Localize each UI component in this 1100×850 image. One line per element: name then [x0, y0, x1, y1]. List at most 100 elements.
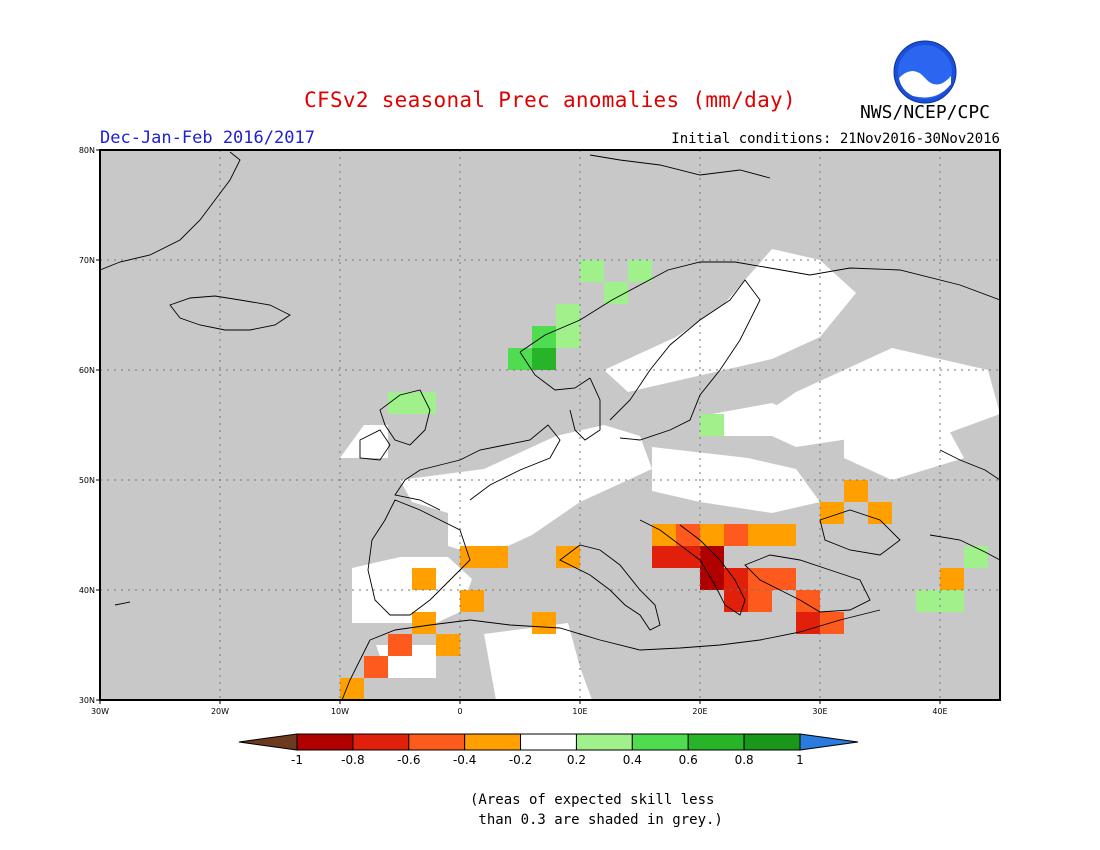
anomaly-cell: [772, 524, 796, 546]
coastlines: [100, 151, 1000, 700]
lon-tick-label: 20E: [692, 707, 707, 716]
anomaly-cell: [676, 524, 700, 546]
colorbar-segment: [687, 733, 745, 751]
colorbar-legend: -1 -0.8 -0.6 -0.4 -0.2 0.2 0.4 0.6 0.8 1: [238, 733, 859, 767]
anomaly-cell: [412, 392, 436, 414]
white-region-8: [748, 348, 1000, 447]
anomaly-cell: [916, 590, 940, 612]
anomaly-cell: [652, 546, 676, 568]
anomaly-cell: [556, 326, 580, 348]
anomaly-cell: [748, 524, 772, 546]
anomaly-cell: [676, 546, 700, 568]
anomaly-cell: [556, 546, 580, 568]
anomaly-cell: [700, 414, 724, 436]
colorbar-tick-label: -0.8: [341, 753, 364, 767]
footnote-line-2: than 0.3 are shaded in grey.): [470, 812, 723, 828]
anomaly-cell: [508, 348, 532, 370]
anomaly-cell: [388, 392, 412, 414]
lat-tick-label: 30N: [79, 696, 95, 705]
anomaly-cell: [700, 568, 724, 590]
colorbar-tick-label: -0.4: [453, 753, 476, 767]
anomaly-cell: [532, 348, 556, 370]
white-region-0: [400, 425, 652, 557]
season-label: Dec-Jan-Feb 2016/2017: [100, 128, 315, 148]
anomaly-cell: [724, 524, 748, 546]
colorbar-low-arrow: [238, 733, 298, 751]
white-region-9: [340, 425, 388, 458]
colorbar-tick-label: -0.2: [509, 753, 532, 767]
anomaly-cell: [460, 590, 484, 612]
anomaly-cell: [388, 634, 412, 656]
noaa-logo-icon: [893, 40, 957, 104]
anomaly-cell: [628, 260, 652, 282]
colorbar-tick-label: -1: [291, 753, 303, 767]
anomaly-cell: [412, 568, 436, 590]
anomaly-cell: [532, 612, 556, 634]
colorbar-tick-label: 0.6: [679, 753, 698, 767]
anomaly-cell: [700, 524, 724, 546]
colorbar-segment: [408, 733, 466, 751]
anomaly-cell: [796, 612, 820, 634]
colorbar-segment: [464, 733, 522, 751]
anomaly-cell: [940, 568, 964, 590]
anomaly-cell: [868, 502, 892, 524]
anomaly-cell: [820, 502, 844, 524]
lat-tick-label: 60N: [79, 366, 95, 375]
map-frame: [99, 149, 1001, 701]
latitude-axis: 30N 40N 50N 60N 70N 80N: [79, 146, 100, 705]
anomaly-cell: [460, 546, 484, 568]
anomaly-cell: [724, 568, 748, 590]
anomaly-cell: [556, 304, 580, 326]
footnote-line-1: (Areas of expected skill less: [470, 792, 715, 808]
anomaly-cell: [820, 612, 844, 634]
lon-tick-label: 0: [457, 707, 462, 716]
colorbar-tick-label: 1: [796, 753, 804, 767]
anomaly-cell: [772, 568, 796, 590]
lon-tick-label: 30W: [91, 707, 109, 716]
colorbar-segment: [743, 733, 801, 751]
lat-tick-label: 50N: [79, 476, 95, 485]
anomaly-cell: [604, 282, 628, 304]
lat-tick-label: 40N: [79, 586, 95, 595]
white-region-4: [652, 447, 820, 513]
lon-tick-label: 10E: [572, 707, 587, 716]
anomaly-cell: [412, 612, 436, 634]
anomaly-cell: [340, 678, 364, 700]
anomaly-cell: [796, 590, 820, 612]
anomaly-cell: [724, 590, 748, 612]
anomaly-cell: [484, 546, 508, 568]
colorbar-tick-label: -0.6: [397, 753, 420, 767]
colorbar-segment: [575, 733, 633, 751]
map-title: CFSv2 seasonal Prec anomalies (mm/day): [304, 88, 796, 112]
anomaly-cell: [844, 480, 868, 502]
colorbar-tick-label: 0.4: [623, 753, 642, 767]
colorbar-segment: [631, 733, 689, 751]
lon-tick-label: 10W: [331, 707, 349, 716]
graticule: [100, 150, 1000, 700]
colorbar-segment: [352, 733, 410, 751]
skill-footnote: (Areas of expected skill less than 0.3 a…: [470, 790, 723, 830]
colorbar-tick-label: 0.8: [735, 753, 754, 767]
white-region-6: [484, 623, 592, 700]
lon-tick-label: 30E: [812, 707, 827, 716]
anomaly-cell: [700, 546, 724, 568]
anomaly-cell: [364, 656, 388, 678]
colorbar-high-arrow: [799, 733, 859, 751]
anomaly-cell: [748, 590, 772, 612]
anomaly-cell: [940, 590, 964, 612]
agency-label: NWS/NCEP/CPC: [859, 102, 991, 123]
anomaly-cell: [580, 260, 604, 282]
initial-conditions-label: Initial conditions: 21Nov2016-30Nov2016: [671, 131, 1000, 147]
lon-tick-label: 20W: [211, 707, 229, 716]
colorbar-segment: [296, 733, 354, 751]
lat-tick-label: 80N: [79, 146, 95, 155]
anomaly-cell: [964, 546, 988, 568]
lon-tick-label: 40E: [932, 707, 947, 716]
map-area: [100, 150, 1000, 700]
lat-tick-label: 70N: [79, 256, 95, 265]
longitude-axis: 30W 20W 10W 0 10E 20E 30E 40E: [91, 700, 948, 716]
anomaly-cell: [532, 326, 556, 348]
anomaly-cell: [436, 634, 460, 656]
colorbar-tick-label: 0.2: [567, 753, 586, 767]
